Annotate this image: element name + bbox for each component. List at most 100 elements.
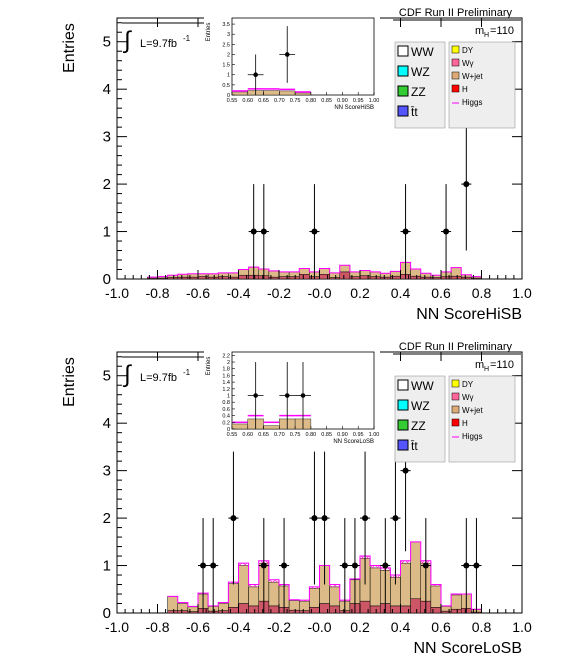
x-tick-label: -0.4	[226, 285, 250, 301]
inset-y-tick-label: 2.5	[222, 42, 230, 48]
data-point	[341, 562, 348, 569]
bar-wjet	[410, 541, 421, 600]
y-tick-label: 5	[103, 368, 111, 385]
data-point	[473, 562, 480, 569]
bar-h-bkg	[420, 276, 432, 280]
bar-wjet	[218, 272, 229, 277]
mass-subscript: H	[484, 366, 489, 373]
data-point	[281, 562, 288, 569]
y-axis-label: Entries	[61, 23, 78, 73]
inset-x-tick-label: 0.80	[306, 98, 317, 104]
bar-wjet	[238, 565, 249, 604]
legend-label: t̄t	[411, 105, 419, 119]
inset-y-tick-label: 2	[227, 52, 230, 58]
legend-swatch	[451, 84, 460, 93]
inset-y-tick-label: 3	[227, 32, 230, 38]
bar-h-bkg	[450, 608, 462, 614]
bar-h-bkg	[167, 610, 178, 614]
inset-y-tick-label: 0	[227, 93, 230, 99]
inset-y-tick-label: 1.8	[222, 367, 230, 373]
inset-x-tick-label: 0.85	[321, 432, 332, 438]
x-tick-label: -0.0	[307, 285, 331, 301]
legend-label: H	[462, 85, 468, 94]
y-tick-label: 1	[103, 558, 111, 575]
y-tick-label: 2	[103, 510, 111, 527]
bar-wjet	[299, 600, 310, 611]
data-point	[210, 562, 217, 569]
inset-y-tick-label: 0.5	[222, 83, 230, 89]
bar-wjet	[319, 268, 330, 275]
inset-x-tick-label: 0.75	[290, 432, 301, 438]
data-point	[382, 562, 389, 569]
y-tick-label: 0	[103, 271, 111, 288]
y-tick-label: 2	[103, 176, 111, 193]
bar-h-bkg	[238, 274, 249, 280]
inset-x-tick-label: 0.95	[353, 432, 364, 438]
legend-swatch	[397, 439, 409, 451]
higgs-signal-line	[167, 541, 482, 610]
panel-bottom: -1.0 -0.8 -0.6 -0.4 -0.2 -0.0 0.2 0.4 0.6 0.8 1.00…	[61, 341, 532, 657]
bar-h-bkg	[238, 603, 249, 614]
inset-y-tick-label: 1.2	[222, 387, 230, 393]
x-axis-label: NN ScoreLoSB	[414, 640, 523, 657]
bar-uncertainty-hatch	[400, 560, 411, 564]
bar-h-bkg	[410, 275, 421, 280]
legend-label: WZ	[411, 65, 430, 79]
mass-value: =110	[490, 25, 514, 37]
legend-swatch	[451, 45, 460, 54]
luminosity-exponent: -1	[183, 34, 191, 43]
bar-uncertainty-hatch	[238, 563, 249, 566]
bar-wjet	[299, 268, 310, 275]
inset-bar	[263, 425, 280, 430]
legend-box-right	[448, 375, 516, 463]
bar-wjet	[450, 594, 462, 610]
inset-y-tick-label: 0	[227, 427, 230, 433]
bar-h-bkg	[430, 607, 442, 614]
legend-label: WW	[411, 379, 434, 393]
mass-value: =110	[490, 359, 514, 371]
legend-label: ZZ	[411, 85, 426, 99]
data-point	[260, 228, 267, 235]
data-point	[250, 228, 257, 235]
bar-wjet	[329, 586, 340, 607]
bar-uncertainty-hatch	[430, 584, 441, 586]
legend-label: W+jet	[462, 72, 483, 81]
higgs-signal-line	[147, 261, 482, 278]
data-point	[362, 515, 369, 522]
bar-h-bkg	[309, 607, 320, 614]
bar-wjet	[440, 606, 452, 612]
bar-h-bkg	[278, 276, 290, 280]
bar-h-bkg	[329, 605, 340, 614]
bar-wjet	[400, 562, 411, 607]
bar-wjet	[450, 267, 462, 277]
bar-h-bkg	[299, 610, 310, 614]
bar-wjet	[248, 586, 259, 607]
legend-label: Higgs	[462, 432, 482, 441]
bar-wjet	[369, 567, 381, 607]
x-tick-label: -0.0	[307, 619, 331, 635]
bar-uncertainty-hatch	[248, 584, 259, 587]
bar-wjet	[410, 268, 421, 277]
x-tick-label: 0.6	[431, 285, 451, 301]
bar-h-bkg	[288, 609, 300, 614]
inset-x-tick-label: 1.00	[369, 98, 380, 104]
bar-wjet	[177, 603, 189, 611]
inset-bar	[294, 92, 312, 96]
bar-h-bkg	[349, 276, 361, 280]
inset-x-tick-label: 0.75	[290, 98, 301, 104]
bar-h-bkg	[380, 276, 391, 280]
mass-label: m	[475, 25, 484, 37]
data-point	[200, 562, 207, 569]
data-point	[311, 228, 318, 235]
inset-x-tick-label: 0.85	[321, 98, 332, 104]
x-tick-label: 0.4	[391, 619, 411, 635]
data-point	[402, 228, 409, 235]
bar-h-bkg	[390, 605, 401, 614]
bar-wjet	[268, 270, 280, 278]
bar-h-bkg	[299, 274, 310, 280]
bar-wjet	[359, 270, 371, 276]
x-tick-label: -0.2	[267, 285, 291, 301]
y-tick-label: 3	[103, 463, 111, 480]
bar-h-bkg	[319, 274, 330, 280]
